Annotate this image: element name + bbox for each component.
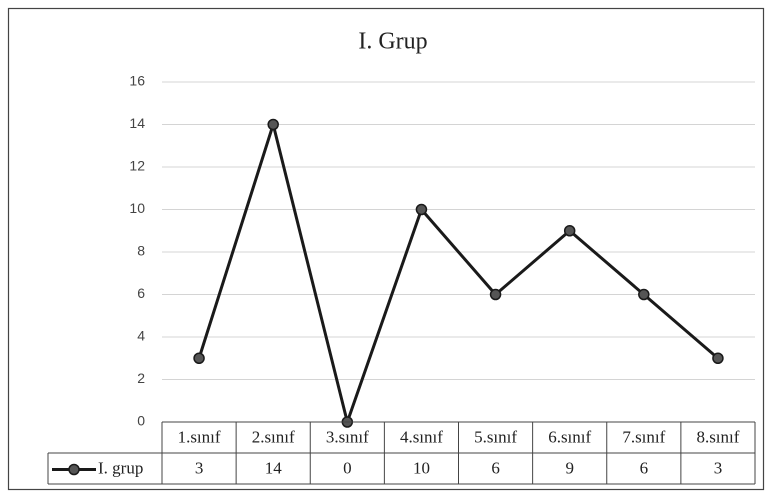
x-tick-label: 8.sınıf [696, 427, 739, 446]
data-point [563, 225, 576, 237]
y-tick-label: 16 [129, 73, 145, 89]
series-line [197, 123, 719, 424]
y-tick-label: 14 [129, 115, 145, 131]
legend-label: I. grup [98, 458, 143, 477]
y-tick-label: 12 [129, 158, 145, 174]
table-value: 3 [195, 458, 204, 477]
data-point [489, 288, 502, 301]
y-tick-label: 0 [137, 413, 145, 429]
y-tick-label: 6 [137, 285, 145, 301]
data-point [638, 288, 650, 301]
x-tick-label: 1.sınıf [178, 427, 221, 446]
table-value: 14 [265, 458, 283, 477]
y-tick-label: 2 [137, 370, 145, 386]
table-value: 10 [413, 458, 430, 477]
table-value: 0 [343, 458, 352, 477]
x-tick-label: 4.sınıf [400, 427, 443, 446]
y-tick-label: 4 [137, 328, 145, 344]
data-point [267, 118, 279, 131]
x-tick-label: 2.sınıf [252, 427, 295, 446]
table-value: 6 [491, 458, 500, 477]
data-point [712, 352, 724, 364]
x-tick-label: 5.sınıf [474, 427, 517, 446]
legend-key-marker [68, 463, 80, 476]
x-tick-label: 6.sınıf [548, 427, 591, 446]
table-value: 9 [565, 458, 574, 477]
y-tick-label: 10 [129, 200, 145, 216]
table-value: 3 [714, 458, 723, 477]
data-point [193, 352, 205, 364]
x-tick-label: 3.sınıf [326, 427, 369, 446]
table-value: 6 [640, 458, 649, 477]
x-tick-label: 7.sınıf [622, 427, 665, 446]
data-point [415, 203, 428, 216]
chart-title: I. Grup [358, 29, 427, 55]
y-tick-label: 8 [137, 243, 145, 259]
chart-frame [7, 7, 765, 491]
